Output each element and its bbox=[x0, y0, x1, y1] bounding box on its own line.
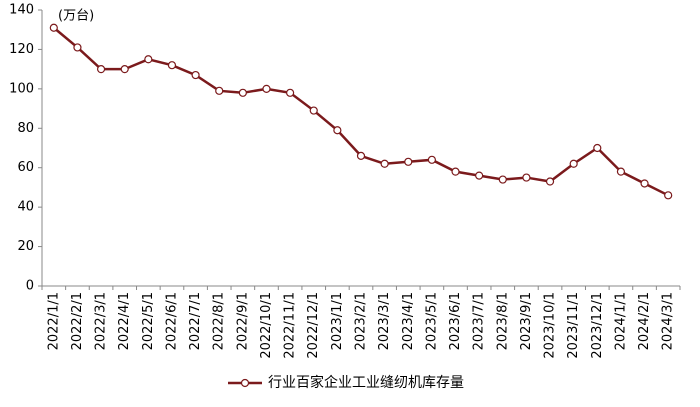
y-tick-label: 20 bbox=[17, 239, 34, 254]
x-tick-label: 2022/9/1 bbox=[235, 292, 250, 350]
x-tick-label: 2023/12/1 bbox=[590, 292, 605, 359]
x-tick-label: 2022/10/1 bbox=[259, 292, 274, 359]
x-tick-label: 2023/1/1 bbox=[330, 292, 345, 350]
point-marker bbox=[262, 84, 271, 93]
y-tick-label: 100 bbox=[9, 81, 34, 96]
y-tick-label: 120 bbox=[9, 42, 34, 57]
x-tick-label: 2022/3/1 bbox=[94, 292, 109, 350]
legend-label: 行业百家企业工业缝纫机库存量 bbox=[268, 374, 464, 391]
point-marker bbox=[191, 70, 200, 80]
y-tick-label: 0 bbox=[26, 279, 34, 294]
point-marker bbox=[404, 157, 413, 166]
x-tick-label: 2023/6/1 bbox=[448, 292, 463, 350]
point-marker bbox=[167, 61, 177, 70]
x-tick-label: 2022/7/1 bbox=[188, 292, 203, 350]
x-tick-label: 2023/3/1 bbox=[377, 292, 392, 350]
point-marker bbox=[616, 167, 626, 176]
x-tick-label: 2022/2/1 bbox=[70, 292, 85, 350]
y-unit: (万台) bbox=[58, 9, 94, 24]
x-tick-label: 2022/12/1 bbox=[306, 292, 321, 359]
x-tick-label: 2024/2/1 bbox=[637, 292, 652, 350]
x-tick-label: 2023/4/1 bbox=[401, 292, 416, 350]
point-marker bbox=[475, 171, 484, 180]
y-tick-label: 140 bbox=[9, 3, 34, 18]
x-tick-label: 2022/4/1 bbox=[117, 292, 132, 350]
y-tick-label: 40 bbox=[17, 200, 34, 215]
x-tick-label: 2023/8/1 bbox=[495, 292, 510, 350]
legend-marker bbox=[240, 378, 250, 388]
x-tick-label: 2022/1/1 bbox=[46, 292, 61, 350]
x-tick-label: 2023/7/1 bbox=[472, 292, 487, 350]
x-tick-label: 2023/2/1 bbox=[354, 292, 369, 350]
point-marker bbox=[593, 143, 602, 153]
point-marker bbox=[144, 55, 153, 64]
y-tick-label: 60 bbox=[17, 160, 34, 175]
point-marker bbox=[522, 173, 531, 182]
point-marker bbox=[333, 126, 342, 135]
x-tick-label: 2023/11/1 bbox=[566, 292, 581, 359]
x-tick-label: 2022/11/1 bbox=[283, 292, 298, 359]
x-tick-label: 2022/6/1 bbox=[164, 292, 179, 350]
point-marker bbox=[545, 177, 555, 186]
x-tick-label: 2023/10/1 bbox=[543, 292, 558, 359]
point-marker bbox=[664, 191, 673, 200]
point-marker bbox=[120, 65, 129, 74]
point-marker bbox=[96, 65, 106, 74]
point-marker bbox=[380, 159, 389, 168]
point-marker bbox=[238, 88, 247, 97]
x-tick-label: 2024/3/1 bbox=[661, 292, 676, 350]
point-marker bbox=[215, 86, 224, 95]
x-tick-label: 2023/9/1 bbox=[519, 292, 534, 350]
y-tick-label: 80 bbox=[17, 121, 34, 136]
point-marker bbox=[427, 155, 436, 164]
point-marker bbox=[640, 179, 649, 188]
series-line bbox=[53, 26, 669, 197]
point-marker bbox=[286, 88, 295, 97]
point-marker bbox=[309, 106, 318, 115]
x-tick-label: 2022/5/1 bbox=[141, 292, 156, 350]
x-tick-label: 2024/1/1 bbox=[613, 292, 628, 350]
point-marker bbox=[73, 43, 82, 52]
x-tick-label: 2022/8/1 bbox=[212, 292, 227, 350]
point-marker bbox=[49, 23, 58, 32]
x-tick-label: 2023/5/1 bbox=[424, 292, 439, 350]
point-marker bbox=[569, 159, 578, 168]
point-marker bbox=[356, 151, 366, 160]
point-marker bbox=[498, 175, 507, 184]
point-marker bbox=[451, 167, 460, 176]
